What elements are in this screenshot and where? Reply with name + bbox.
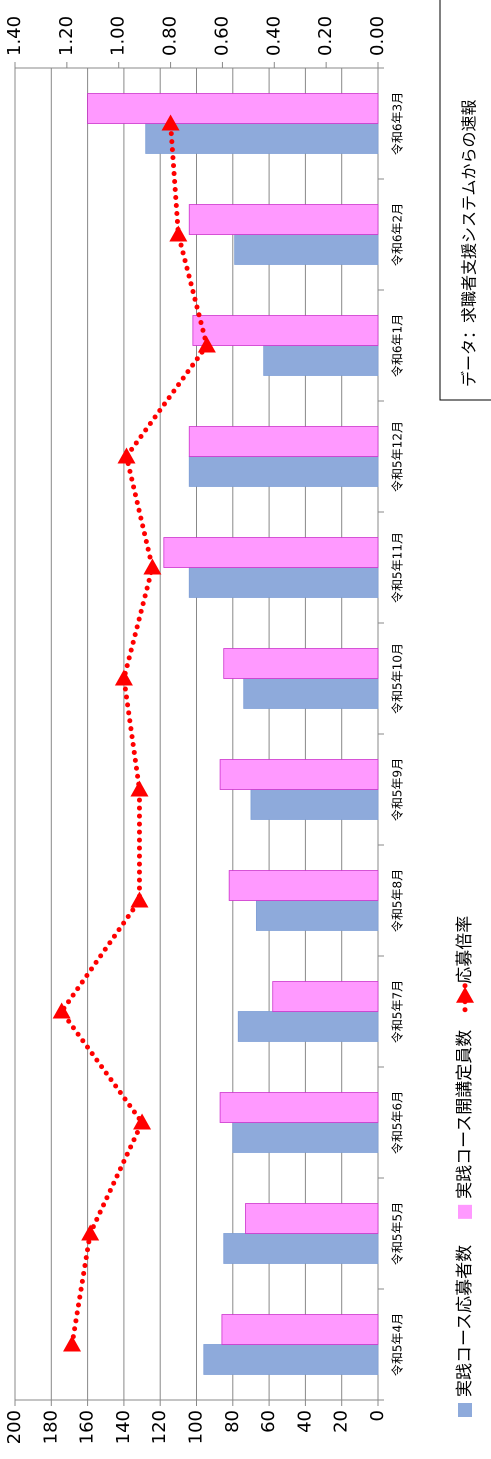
x-tick-label: 令和6年3月 bbox=[390, 92, 405, 155]
line-marker bbox=[114, 669, 133, 686]
x-tick-label: 令和6年1月 bbox=[390, 314, 405, 377]
y2-tick-label: 0.40 bbox=[263, 16, 284, 56]
x-tick-label: 令和5年8月 bbox=[390, 869, 405, 932]
bar bbox=[188, 204, 379, 235]
line-marker bbox=[197, 336, 216, 353]
y-tick-label: 180 bbox=[40, 1410, 61, 1444]
bar bbox=[221, 1314, 379, 1345]
y2-tick-label: 1.00 bbox=[108, 16, 129, 56]
y-tick-label: 20 bbox=[331, 1410, 352, 1433]
y-tick-label: 200 bbox=[4, 1410, 25, 1444]
line-marker bbox=[130, 891, 149, 908]
bar bbox=[234, 234, 379, 265]
y-tick-label: 0 bbox=[367, 1410, 388, 1421]
bar bbox=[219, 759, 379, 790]
y-tick-label: 120 bbox=[149, 1410, 170, 1444]
bar bbox=[272, 981, 379, 1012]
y2-tick-label: 0.60 bbox=[211, 16, 232, 56]
y-tick-label: 100 bbox=[186, 1410, 207, 1444]
legend-label: 実践コース開講定員数 bbox=[455, 1030, 475, 1199]
y2-tick-label: 0.20 bbox=[315, 16, 336, 56]
x-tick-label: 令和5年9月 bbox=[390, 758, 405, 821]
x-tick-label: 令和5年7月 bbox=[390, 980, 405, 1043]
line bbox=[58, 121, 210, 1347]
x-tick-label: 令和5年5月 bbox=[390, 1202, 405, 1265]
y2-tick-label: 1.40 bbox=[4, 16, 25, 56]
bar bbox=[219, 1092, 379, 1123]
rotated-chart: データ：求職者支援システムからの速報 0 20 40 60 80 100 120 140 160… bbox=[4, 0, 491, 1444]
y-tick-label: 160 bbox=[77, 1410, 98, 1444]
y2-tick-label: 0.80 bbox=[160, 16, 181, 56]
x-tick-label: 令和6年2月 bbox=[390, 203, 405, 266]
bar bbox=[263, 345, 379, 376]
y-tick-label: 80 bbox=[222, 1410, 243, 1433]
legend-marker bbox=[456, 986, 474, 1003]
x-tick-label: 令和5年10月 bbox=[390, 643, 405, 714]
note: データ：求職者支援システムからの速報 bbox=[460, 99, 479, 387]
line-marker bbox=[133, 1113, 152, 1130]
bar bbox=[232, 1122, 379, 1153]
bar bbox=[203, 1344, 379, 1375]
bar bbox=[223, 648, 379, 679]
bar bbox=[237, 1011, 379, 1042]
bar bbox=[250, 789, 379, 820]
legend-label: 実践コース応募者数 bbox=[455, 1245, 475, 1397]
legend-swatch bbox=[458, 1204, 472, 1219]
line-marker bbox=[117, 447, 136, 464]
bar bbox=[243, 678, 379, 709]
line-marker bbox=[81, 1224, 100, 1241]
legend-label: 応募倍率 bbox=[455, 916, 475, 984]
bar bbox=[145, 123, 379, 154]
bar bbox=[255, 900, 379, 931]
bar bbox=[87, 93, 379, 124]
line-marker bbox=[169, 225, 188, 242]
line-marker bbox=[130, 780, 149, 797]
y-tick-label: 40 bbox=[294, 1410, 315, 1433]
bar bbox=[245, 1203, 379, 1234]
bar bbox=[188, 426, 379, 457]
bar bbox=[192, 315, 379, 346]
x-tick-label: 令和5年4月 bbox=[390, 1313, 405, 1376]
y2-tick-label: 0.00 bbox=[367, 16, 388, 56]
bar bbox=[228, 870, 379, 901]
bar bbox=[188, 567, 379, 598]
bar bbox=[223, 1233, 379, 1264]
x-tick-label: 令和5年12月 bbox=[390, 421, 405, 492]
x-tick-label: 令和5年6月 bbox=[390, 1091, 405, 1154]
note-box bbox=[439, 0, 491, 401]
bar bbox=[188, 456, 379, 487]
line-marker bbox=[161, 114, 180, 131]
legend-swatch bbox=[458, 1403, 472, 1417]
line-marker bbox=[143, 558, 162, 575]
y-tick-label: 140 bbox=[113, 1410, 134, 1444]
y-tick-label: 60 bbox=[258, 1410, 279, 1433]
line-marker bbox=[52, 1002, 71, 1019]
x-tick-label: 令和5年11月 bbox=[390, 532, 405, 603]
y2-tick-label: 1.20 bbox=[56, 16, 77, 56]
bar bbox=[163, 537, 379, 568]
line-marker bbox=[63, 1335, 82, 1352]
